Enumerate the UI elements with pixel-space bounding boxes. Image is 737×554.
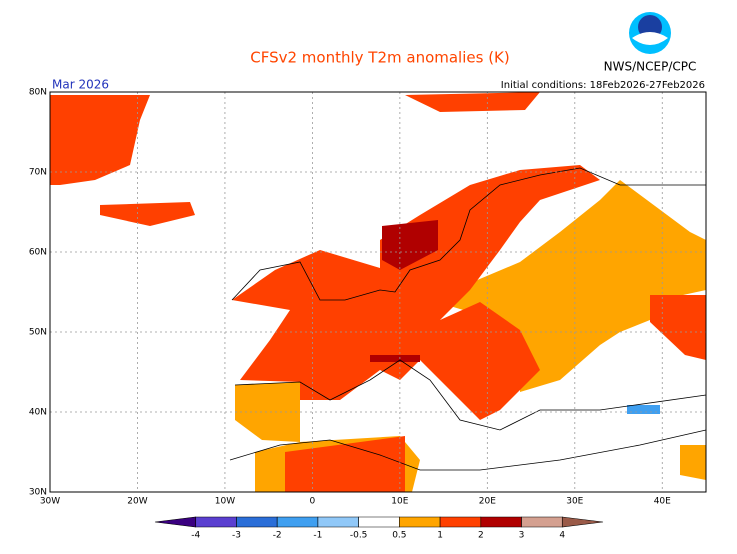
anomaly-area bbox=[405, 92, 540, 112]
lon-label: 20E bbox=[479, 497, 496, 507]
colorbar-bin bbox=[561, 516, 604, 528]
lon-label: 20W bbox=[127, 497, 147, 507]
colorbar-label: 3 bbox=[519, 531, 525, 541]
anomaly-area bbox=[232, 165, 600, 420]
lon-label: 10W bbox=[215, 497, 235, 507]
colorbar-bin bbox=[317, 516, 359, 528]
title: CFSv2 monthly T2m anomalies (K) bbox=[250, 49, 510, 67]
colorbar-bin bbox=[521, 516, 563, 528]
map bbox=[50, 92, 707, 492]
colorbar-bin bbox=[154, 516, 197, 528]
colorbar-bin bbox=[358, 516, 400, 528]
anomaly-area bbox=[235, 382, 300, 442]
colorbar-label: 1 bbox=[437, 531, 443, 541]
colorbar-label: 0.5 bbox=[392, 531, 406, 541]
agency: NWS/NCEP/CPC bbox=[604, 60, 697, 74]
anomaly-area bbox=[382, 220, 438, 270]
colorbar-label: -4 bbox=[191, 531, 200, 541]
anomaly-area bbox=[680, 445, 706, 480]
colorbar-label: -2 bbox=[273, 531, 282, 541]
colorbar-bin bbox=[276, 516, 319, 528]
lon-label: 30W bbox=[40, 497, 60, 507]
anomaly-area bbox=[627, 405, 660, 414]
lon-label: 40E bbox=[654, 497, 671, 507]
colorbar-label: -0.5 bbox=[350, 531, 368, 541]
anomaly-area bbox=[50, 95, 150, 185]
colorbar-bin bbox=[480, 516, 522, 528]
colorbar-label: 2 bbox=[478, 531, 484, 541]
initial-conditions: Initial conditions: 18Feb2026-27Feb2026 bbox=[501, 80, 705, 91]
map-frame bbox=[49, 91, 707, 493]
lat-label: 40N bbox=[29, 408, 47, 418]
colorbar-bin bbox=[195, 516, 237, 528]
lon-label: 10E bbox=[391, 497, 408, 507]
colorbar-label: 4 bbox=[559, 531, 565, 541]
colorbar: -4 -3 -2 -1 -0.5 0.5 1 2 3 4 bbox=[154, 516, 604, 541]
colorbar-bin bbox=[439, 516, 482, 528]
lon-label: 30E bbox=[566, 497, 583, 507]
noaa-logo bbox=[629, 12, 671, 54]
lat-label: 50N bbox=[29, 328, 47, 338]
coastline bbox=[231, 167, 706, 301]
coastline bbox=[229, 429, 707, 471]
lat-label: 60N bbox=[29, 248, 47, 258]
anomaly-area bbox=[430, 180, 706, 392]
anomaly-area bbox=[100, 202, 195, 226]
colorbar-bin bbox=[236, 516, 278, 528]
anomaly-area bbox=[285, 436, 405, 492]
anomaly-area bbox=[370, 355, 420, 362]
lat-label: 30N bbox=[29, 488, 47, 498]
lat-label: 80N bbox=[29, 88, 47, 98]
coastline bbox=[234, 359, 707, 431]
colorbar-label: -1 bbox=[313, 531, 322, 541]
anomaly-area bbox=[650, 295, 706, 360]
colorbar-bin bbox=[399, 516, 441, 528]
lat-label: 70N bbox=[29, 168, 47, 178]
lon-label: 0 bbox=[310, 497, 316, 507]
month: Mar 2026 bbox=[52, 78, 109, 92]
colorbar-label: -3 bbox=[232, 531, 241, 541]
